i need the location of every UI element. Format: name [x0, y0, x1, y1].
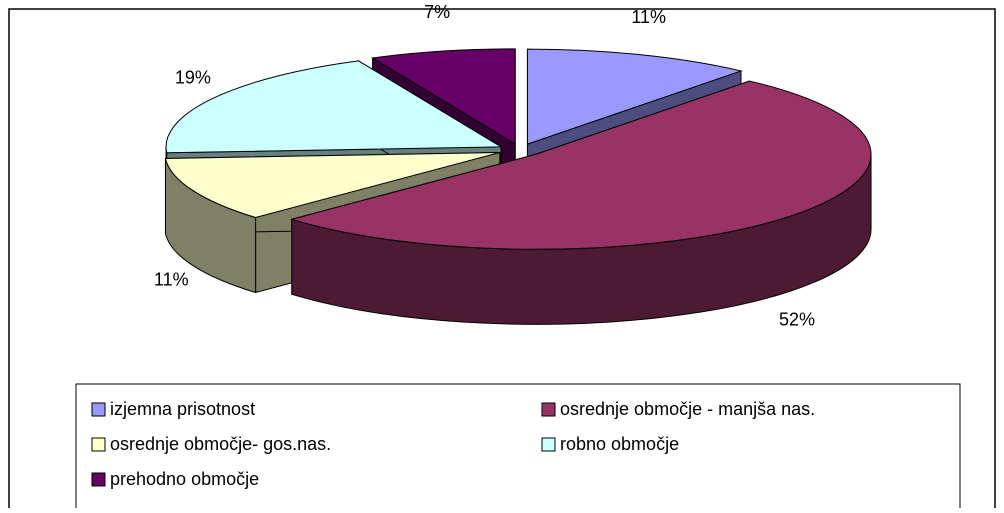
data-label: 11% — [154, 269, 189, 289]
legend-swatch — [91, 402, 106, 417]
data-label: 19% — [175, 67, 211, 87]
data-label: 11% — [631, 7, 666, 27]
pie: 11% 52% 11% 19% 7% — [154, 2, 872, 330]
legend-swatch — [91, 437, 106, 452]
legend-swatch — [91, 472, 106, 487]
slice-top — [526, 48, 743, 145]
legend-swatch — [541, 402, 556, 417]
slice-top — [371, 48, 516, 145]
legend-label: prehodno območje — [110, 469, 259, 489]
slice — [290, 80, 872, 325]
data-label: 52% — [779, 310, 815, 330]
legend-label: osrednje območje - manjša nas. — [560, 399, 815, 419]
legend-label: osrednje območje- gos.nas. — [110, 434, 331, 454]
slice-top — [164, 151, 500, 219]
legend-label: robno območje — [560, 434, 679, 454]
legend-label: izjemna prisotnost — [110, 399, 255, 419]
data-label: 7% — [424, 2, 450, 22]
legend-frame — [75, 383, 961, 513]
slice-top — [290, 80, 872, 250]
legend: izjemna prisotnost osrednje območje - man… — [91, 399, 815, 489]
legend-swatch — [541, 437, 556, 452]
slice-top — [165, 60, 503, 154]
